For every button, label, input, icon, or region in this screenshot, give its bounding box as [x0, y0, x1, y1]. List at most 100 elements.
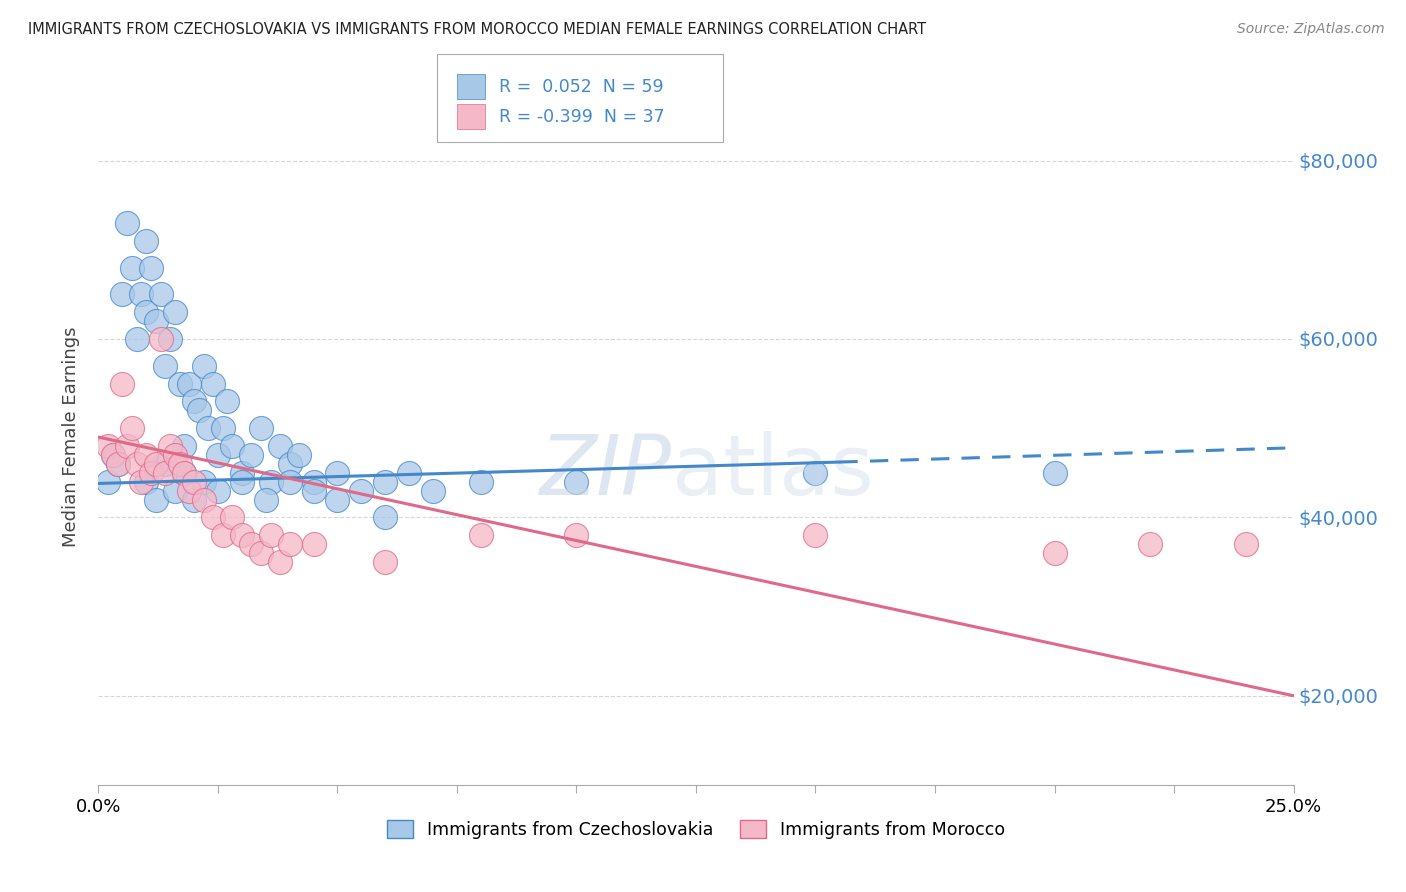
Text: R =  0.052  N = 59: R = 0.052 N = 59	[499, 78, 664, 95]
Point	[240, 537, 263, 551]
Point	[193, 475, 215, 489]
Point	[231, 528, 253, 542]
Point	[350, 483, 373, 498]
Point	[211, 421, 233, 435]
Point	[187, 403, 209, 417]
Point	[470, 475, 492, 489]
Point	[302, 537, 325, 551]
Point	[183, 394, 205, 409]
Point	[131, 475, 153, 489]
Point	[221, 439, 243, 453]
Text: R = -0.399  N = 37: R = -0.399 N = 37	[499, 108, 665, 126]
Point	[193, 359, 215, 373]
Text: Source: ZipAtlas.com: Source: ZipAtlas.com	[1237, 22, 1385, 37]
Legend: Immigrants from Czechoslovakia, Immigrants from Morocco: Immigrants from Czechoslovakia, Immigran…	[381, 814, 1011, 846]
Point	[326, 492, 349, 507]
Point	[155, 466, 177, 480]
Point	[97, 475, 120, 489]
Point	[197, 421, 219, 435]
Point	[145, 314, 167, 328]
Point	[139, 466, 162, 480]
Point	[269, 439, 291, 453]
Point	[422, 483, 444, 498]
Point	[240, 448, 263, 462]
Point	[1139, 537, 1161, 551]
Point	[169, 457, 191, 471]
Point	[217, 394, 239, 409]
Point	[173, 439, 195, 453]
Point	[135, 448, 157, 462]
Point	[111, 287, 134, 301]
Point	[121, 421, 143, 435]
Text: IMMIGRANTS FROM CZECHOSLOVAKIA VS IMMIGRANTS FROM MOROCCO MEDIAN FEMALE EARNINGS: IMMIGRANTS FROM CZECHOSLOVAKIA VS IMMIGR…	[28, 22, 927, 37]
Point	[259, 528, 281, 542]
Point	[221, 510, 243, 524]
Point	[107, 457, 129, 471]
Point	[155, 359, 177, 373]
Point	[155, 457, 177, 471]
Point	[326, 466, 349, 480]
Point	[259, 475, 281, 489]
Point	[804, 528, 827, 542]
Point	[115, 439, 138, 453]
Point	[145, 492, 167, 507]
Point	[374, 510, 396, 524]
Point	[398, 466, 420, 480]
Point	[374, 555, 396, 569]
Point	[250, 546, 273, 560]
Point	[139, 260, 162, 275]
Point	[269, 555, 291, 569]
Point	[121, 260, 143, 275]
Point	[135, 305, 157, 319]
Point	[183, 475, 205, 489]
Point	[254, 492, 277, 507]
Point	[183, 492, 205, 507]
Point	[163, 483, 186, 498]
Point	[250, 421, 273, 435]
Point	[207, 483, 229, 498]
Point	[565, 475, 588, 489]
Point	[131, 287, 153, 301]
Point	[231, 475, 253, 489]
Point	[163, 448, 186, 462]
Point	[111, 376, 134, 391]
Point	[288, 448, 311, 462]
Point	[1234, 537, 1257, 551]
Point	[125, 332, 148, 346]
Point	[135, 234, 157, 248]
Point	[169, 376, 191, 391]
Point	[565, 528, 588, 542]
Point	[278, 537, 301, 551]
Point	[101, 448, 124, 462]
Point	[302, 483, 325, 498]
Point	[145, 457, 167, 471]
Point	[470, 528, 492, 542]
Point	[211, 528, 233, 542]
Point	[193, 492, 215, 507]
Point	[202, 510, 225, 524]
Point	[125, 457, 148, 471]
Point	[149, 332, 172, 346]
Point	[179, 483, 201, 498]
Point	[302, 475, 325, 489]
Point	[149, 287, 172, 301]
Point	[159, 439, 181, 453]
Y-axis label: Median Female Earnings: Median Female Earnings	[62, 326, 80, 548]
Point	[1043, 546, 1066, 560]
Point	[101, 448, 124, 462]
Point	[278, 457, 301, 471]
Point	[173, 466, 195, 480]
Point	[107, 457, 129, 471]
Point	[278, 475, 301, 489]
Text: atlas: atlas	[672, 432, 873, 512]
Point	[135, 475, 157, 489]
Point	[804, 466, 827, 480]
Point	[231, 466, 253, 480]
Point	[1043, 466, 1066, 480]
Point	[163, 305, 186, 319]
Point	[115, 216, 138, 230]
Point	[202, 376, 225, 391]
Point	[374, 475, 396, 489]
Point	[179, 376, 201, 391]
Point	[207, 448, 229, 462]
